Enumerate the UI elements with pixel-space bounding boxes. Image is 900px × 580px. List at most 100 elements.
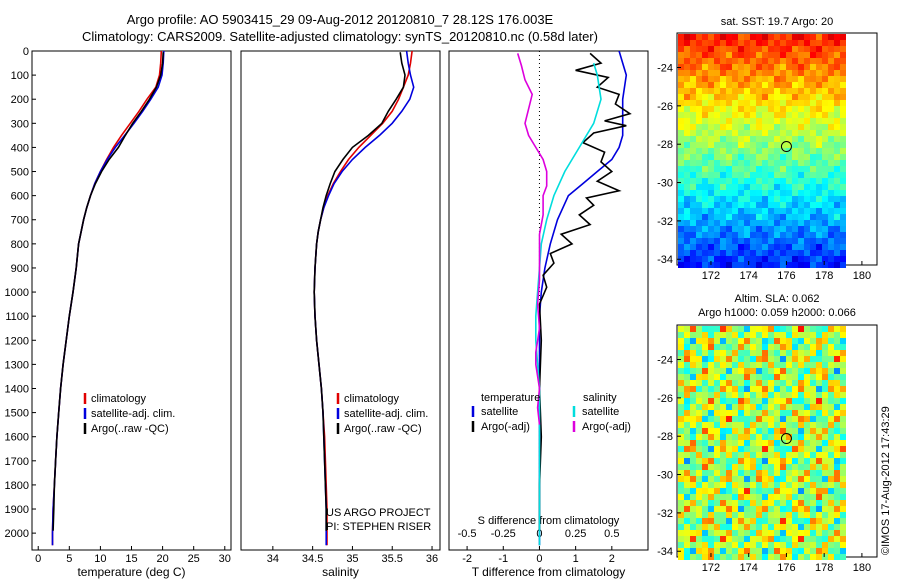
map-cell: [678, 184, 684, 190]
map-cell: [708, 148, 714, 154]
map-cell: [792, 100, 798, 106]
map-cell: [726, 332, 732, 338]
map-cell: [738, 326, 744, 332]
map-cell: [840, 368, 846, 374]
map-cell: [762, 64, 768, 70]
map-cell: [774, 100, 780, 106]
map-cell: [780, 76, 786, 82]
map-cell: [756, 464, 762, 470]
map-cell: [738, 380, 744, 386]
map-cell: [762, 530, 768, 536]
map-cell: [810, 350, 816, 356]
map-cell: [828, 100, 834, 106]
map-cell: [834, 470, 840, 476]
map-cell: [822, 46, 828, 52]
map-cell: [792, 506, 798, 512]
map-cell: [714, 94, 720, 100]
map-cell: [840, 326, 846, 332]
map-cell: [804, 326, 810, 332]
map-cell: [804, 148, 810, 154]
map-cell: [744, 416, 750, 422]
map-cell: [690, 404, 696, 410]
map-cell: [780, 548, 786, 554]
map-cell: [762, 130, 768, 136]
map-cell: [792, 548, 798, 554]
map-cell: [780, 112, 786, 118]
map-cell: [834, 530, 840, 536]
map-cell: [840, 160, 846, 166]
map-cell: [804, 202, 810, 208]
map-cell: [792, 154, 798, 160]
map-cell: [756, 398, 762, 404]
map-cell: [804, 76, 810, 82]
map-cell: [684, 160, 690, 166]
map-cell: [726, 446, 732, 452]
map-cell: [822, 100, 828, 106]
map-cell: [786, 232, 792, 238]
difference-x-tick-label: -1: [498, 553, 508, 565]
map-cell: [792, 404, 798, 410]
map-cell: [810, 244, 816, 250]
map-cell: [720, 416, 726, 422]
map-cell: [756, 46, 762, 52]
map-cell: [732, 106, 738, 112]
map-cell: [798, 422, 804, 428]
map-cell: [714, 422, 720, 428]
map-cell: [702, 458, 708, 464]
map-cell: [804, 398, 810, 404]
map-cell: [792, 464, 798, 470]
map-cell: [744, 368, 750, 374]
map-cell: [750, 34, 756, 40]
map-cell: [702, 232, 708, 238]
map-cell: [720, 398, 726, 404]
map-cell: [828, 446, 834, 452]
map-cell: [786, 410, 792, 416]
map-cell: [798, 190, 804, 196]
map-cell: [720, 554, 726, 560]
map-cell: [798, 40, 804, 46]
map-cell: [810, 488, 816, 494]
map-cell: [774, 202, 780, 208]
map-cell: [726, 548, 732, 554]
map-cell: [732, 238, 738, 244]
map-cell: [804, 332, 810, 338]
map-cell: [708, 202, 714, 208]
map-cell: [720, 476, 726, 482]
map-cell: [738, 244, 744, 250]
map-cell: [702, 326, 708, 332]
map-cell: [810, 160, 816, 166]
map-cell: [768, 524, 774, 530]
map-cell: [696, 404, 702, 410]
map-cell: [762, 368, 768, 374]
depth-tick-label: 1200: [5, 335, 29, 347]
map-cell: [732, 488, 738, 494]
map-cell: [738, 464, 744, 470]
depth-tick-label: 600: [11, 191, 29, 203]
map-cell: [792, 202, 798, 208]
map-y-tick-label: -34: [657, 254, 673, 266]
map-cell: [780, 256, 786, 262]
map-cell: [702, 500, 708, 506]
map-cell: [684, 52, 690, 58]
map-cell: [834, 368, 840, 374]
map-cell: [798, 356, 804, 362]
map-cell: [720, 124, 726, 130]
map-cell: [690, 232, 696, 238]
map-cell: [804, 244, 810, 250]
map-cell: [798, 208, 804, 214]
map-cell: [822, 326, 828, 332]
map-cell: [786, 58, 792, 64]
map-cell: [744, 530, 750, 536]
map-cell: [810, 344, 816, 350]
map-cell: [708, 52, 714, 58]
map-cell: [804, 64, 810, 70]
map-cell: [786, 226, 792, 232]
map-cell: [762, 398, 768, 404]
map-cell: [738, 82, 744, 88]
map-cell: [750, 470, 756, 476]
map-cell: [780, 238, 786, 244]
map-cell: [840, 112, 846, 118]
map-cell: [696, 172, 702, 178]
map-cell: [804, 208, 810, 214]
map-cell: [756, 178, 762, 184]
